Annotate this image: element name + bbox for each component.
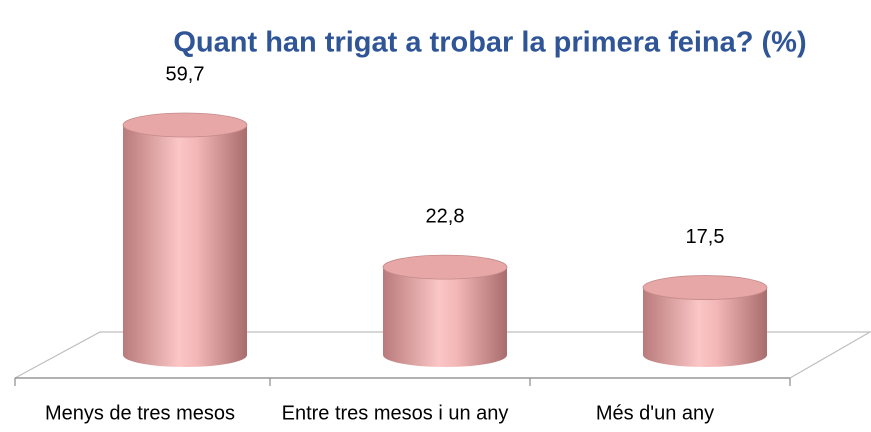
- bar-top: [642, 275, 768, 300]
- x-tick-label: Entre tres mesos i un any: [282, 402, 509, 424]
- bar-top: [122, 112, 248, 138]
- value-label: 17,5: [686, 226, 725, 248]
- bar-top: [382, 254, 508, 280]
- value-label: 59,7: [166, 63, 205, 85]
- bar: [123, 125, 247, 367]
- bar: [383, 267, 507, 367]
- x-tick-label: Menys de tres mesos: [45, 402, 235, 424]
- chart-title: Quant han trigat a trobar la primera fei…: [173, 27, 806, 59]
- x-axis: [14, 377, 791, 386]
- x-tick-label: Més d'un any: [596, 402, 714, 424]
- value-label: 22,8: [426, 205, 465, 227]
- bar: [643, 287, 767, 367]
